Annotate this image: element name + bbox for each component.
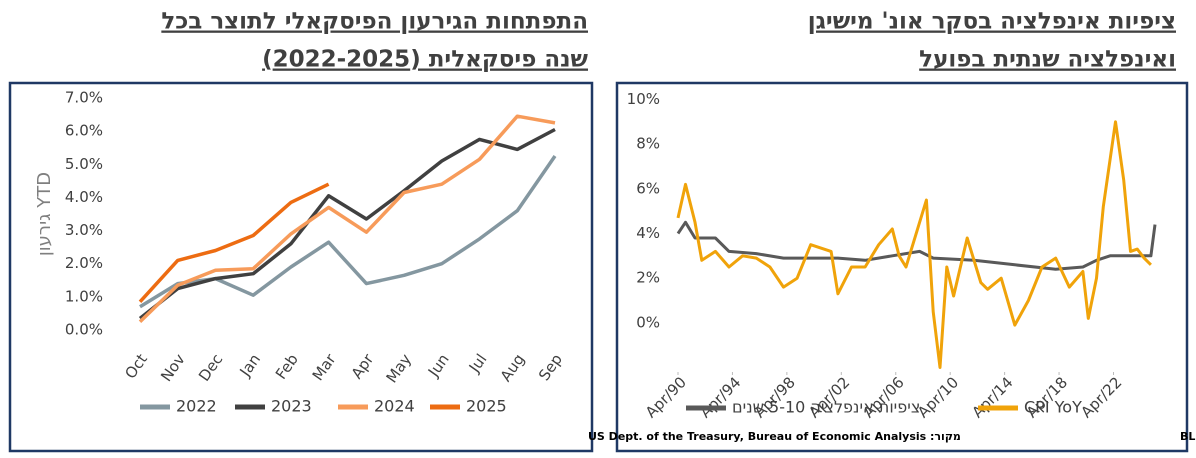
y-tick-label: 0.0% <box>65 321 103 339</box>
y-tick-label: 0% <box>636 313 660 331</box>
legend-label: ציפיות אינפלציה 5-10 שנים <box>732 398 920 417</box>
left-frame <box>8 81 594 453</box>
y-tick-label: 2.0% <box>65 254 103 272</box>
y-tick-label: 4.0% <box>65 188 103 206</box>
y-tick-label: 4% <box>636 224 660 242</box>
right-frame <box>615 81 1189 453</box>
source: מקור: US Dept. of the Treasury, Bureau o… <box>588 430 961 443</box>
y-tick-label: 5.0% <box>65 155 103 173</box>
x-tick-label: May <box>383 350 416 386</box>
x-tick-label: Jan <box>236 351 265 381</box>
x-tick-label: Apr <box>348 350 378 382</box>
legend-label: 2023 <box>271 397 312 416</box>
chart-title: שנה פיסקאלית (2022-2025) <box>262 47 588 73</box>
series-line <box>139 155 557 309</box>
chart-title: התפתחות הגירעון הפיסקאלי לתוצר בכל <box>161 9 588 35</box>
x-tick-label: Jun <box>424 351 453 381</box>
y-tick-label: 6% <box>636 179 660 197</box>
legend-label: 2024 <box>374 397 415 416</box>
series-line <box>676 220 1157 271</box>
x-tick-label: Apr/10 <box>914 373 962 421</box>
legend-label: 2025 <box>466 397 507 416</box>
y-axis-label: גירעון YTD <box>34 172 55 256</box>
x-tick-label: Dec <box>195 351 226 385</box>
y-tick-label: 1.0% <box>65 287 103 305</box>
x-tick-label: Apr/22 <box>1077 373 1125 421</box>
x-tick-label: Feb <box>272 351 302 383</box>
y-tick-label: 7.0% <box>65 89 103 107</box>
x-tick-label: Oct <box>121 350 151 382</box>
legend-label: 2022 <box>176 397 217 416</box>
x-tick-label: Aug <box>497 351 529 385</box>
source: מקור: BLS, UMich Survey Research Center <box>1180 430 1196 443</box>
chart-title: ציפיות אינפלציה בסקר אונ' מישיגן <box>808 9 1176 35</box>
y-tick-label: 6.0% <box>65 122 103 140</box>
series-line <box>138 182 330 303</box>
y-tick-label: 3.0% <box>65 221 103 239</box>
x-tick-label: Mar <box>309 350 340 384</box>
legend-label: CPI YoY <box>1024 398 1082 417</box>
x-tick-label: Apr/90 <box>642 373 690 421</box>
series-line <box>138 127 556 320</box>
series-line <box>138 114 556 323</box>
x-tick-label: Sep <box>535 351 566 384</box>
y-tick-label: 10% <box>627 90 660 108</box>
x-tick-label: Jul <box>465 351 491 377</box>
chart-title: ואינפלציה שנתית בפועל <box>919 47 1176 73</box>
y-tick-label: 8% <box>636 135 660 153</box>
series-line <box>676 120 1152 369</box>
y-tick-label: 2% <box>636 269 660 287</box>
x-tick-label: Nov <box>157 350 189 384</box>
x-tick-label: Apr/14 <box>968 373 1016 421</box>
